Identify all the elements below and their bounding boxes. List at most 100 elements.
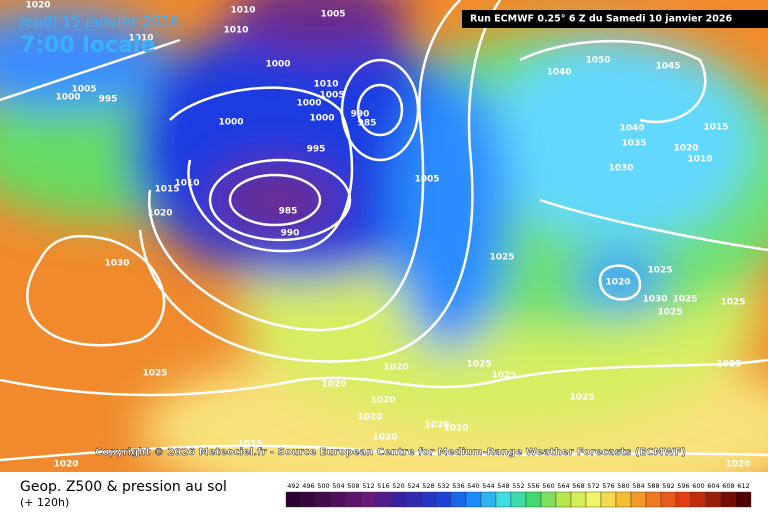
colorbar-tick-label: 520	[392, 482, 404, 490]
colorbar-swatch	[585, 491, 602, 508]
colorbar-swatch	[300, 491, 317, 508]
colorbar-tick-label: 588	[647, 482, 659, 490]
isobar-label: 1025	[716, 360, 741, 370]
isobar-label: 990	[351, 110, 370, 120]
isobar-label: 1020	[357, 413, 382, 423]
isobar-label: 1010	[128, 34, 153, 44]
colorbar-tick-label: 524	[407, 482, 419, 490]
colorbar-swatch	[285, 491, 302, 508]
copyright: Copyright © 2026 Meteociel.fr - Source E…	[95, 447, 686, 458]
colorbar-swatch	[690, 491, 707, 508]
isobar-label: 1020	[725, 460, 750, 470]
isobar-label: 1025	[569, 393, 594, 403]
isobar-label: 1010	[174, 179, 199, 189]
colorbar-swatch	[600, 491, 617, 508]
colorbar-swatch	[675, 491, 692, 508]
colorbar-tick-label: 532	[437, 482, 449, 490]
isobars	[0, 0, 768, 462]
isobar-label: 1020	[372, 433, 397, 443]
isobar-label: 1025	[491, 371, 516, 381]
colorbar-tick-label: 548	[497, 482, 509, 490]
colorbar-tick-label: 600	[692, 482, 704, 490]
isobar-label: 1010	[313, 80, 338, 90]
isobar-label: 1020	[443, 424, 468, 434]
isobar-label: 1025	[237, 440, 262, 450]
colorbar-tick-label: 508	[347, 482, 359, 490]
isobar-label: 1020	[147, 209, 172, 219]
run-box	[462, 10, 768, 28]
isobar-label: 1020	[424, 421, 449, 431]
legend-title: Geop. Z500 & pression au sol	[20, 479, 227, 495]
colorbar-swatch	[705, 491, 722, 508]
isobar-label: 1015	[703, 123, 728, 133]
colorbar-swatch	[480, 491, 497, 508]
isobar-label: 1025	[657, 308, 682, 318]
isobar-label: 1030	[608, 164, 633, 174]
colorbar-swatch	[630, 491, 647, 508]
isobar-label: 1010	[230, 6, 255, 16]
isobar-label: 1005	[414, 175, 439, 185]
isobar-label: 1020	[321, 380, 346, 390]
colorbar-tick-label: 552	[512, 482, 524, 490]
run-label: Run ECMWF 0.25° 6 Z du Samedi 10 janvier…	[470, 14, 732, 25]
colorbar-swatch	[660, 491, 677, 508]
isobar-label: 1020	[370, 396, 395, 406]
date-label: Jeudi 15 janvier 2026	[19, 13, 180, 31]
colorbar-tick-label: 568	[572, 482, 584, 490]
isobar-label: 1040	[619, 124, 644, 134]
isobar-label: 1030	[104, 259, 129, 269]
colorbar-swatch	[525, 491, 542, 508]
isobar-label: 1025	[647, 266, 672, 276]
colorbar-swatch	[375, 491, 392, 508]
colorbar-swatch	[555, 491, 572, 508]
isobar-label: 1035	[621, 139, 646, 149]
colorbar-swatch	[315, 491, 332, 508]
isobar-label: 1025	[142, 369, 167, 379]
colorbar-tick-label: 584	[632, 482, 644, 490]
colorbar-tick-label: 556	[527, 482, 539, 490]
colorbar-tick-label: 496	[302, 482, 314, 490]
isobar-label: 1000	[55, 93, 80, 103]
colorbar-swatch	[570, 491, 587, 508]
isobar-label: 1015	[154, 185, 179, 195]
colorbar-swatch	[645, 491, 662, 508]
isobar-label: 995	[99, 95, 118, 105]
isobar-label: 1020	[673, 144, 698, 154]
colorbar-swatch	[360, 491, 377, 508]
colorbar: 492 496 500 504 508 512 516 520 524 528 532 536 540 5…	[285, 482, 752, 508]
colorbar-swatch	[735, 491, 752, 508]
colorbar-tick-label: 596	[677, 482, 689, 490]
colorbar-tick-label: 560	[542, 482, 554, 490]
isobar-label: 1050	[585, 56, 610, 66]
isobar-label: 1000	[309, 114, 334, 124]
isobar-label: 985	[358, 119, 377, 129]
isobar-label: 1030	[642, 295, 667, 305]
isobar-label: 1010	[223, 26, 248, 36]
isobar-label: 1045	[655, 62, 680, 72]
colorbar-tick-label: 564	[557, 482, 569, 490]
isobar-label: 1005	[320, 10, 345, 20]
isobar-label: 1020	[383, 363, 408, 373]
colorbar-tick-label: 516	[377, 482, 389, 490]
colorbar-tick-label: 500	[317, 482, 329, 490]
isobar-label: 1020	[53, 460, 78, 470]
isobar-label: 1010	[687, 155, 712, 165]
colorbar-tick-label: 612	[737, 482, 749, 490]
colorbar-swatch	[720, 491, 737, 508]
colorbar-tick-label: 528	[422, 482, 434, 490]
colorbar-tick-label: 540	[467, 482, 479, 490]
colorbar-swatch	[510, 491, 527, 508]
isobar-label: 1025	[720, 298, 745, 308]
isobar-label: 1000	[218, 118, 243, 128]
isobar-label: 995	[307, 145, 326, 155]
legend-subtitle: (+ 120h)	[20, 496, 69, 509]
colorbar-swatch	[420, 491, 437, 508]
isobar-label: 990	[281, 229, 300, 239]
isobar-label: 1005	[71, 85, 96, 95]
isobar-label: 1000	[265, 60, 290, 70]
isobar-label: 1000	[296, 99, 321, 109]
colorbar-tick-label: 572	[587, 482, 599, 490]
